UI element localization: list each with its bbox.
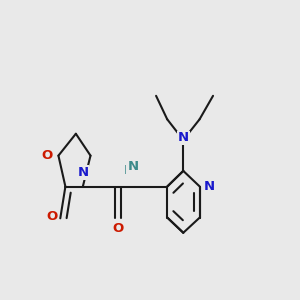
Text: O: O — [42, 149, 53, 162]
Text: N: N — [178, 131, 189, 144]
Text: O: O — [47, 210, 58, 223]
Text: N: N — [204, 180, 215, 193]
Text: N: N — [77, 166, 88, 179]
Text: O: O — [112, 222, 123, 235]
Text: N: N — [127, 160, 138, 173]
Text: H: H — [124, 164, 135, 178]
